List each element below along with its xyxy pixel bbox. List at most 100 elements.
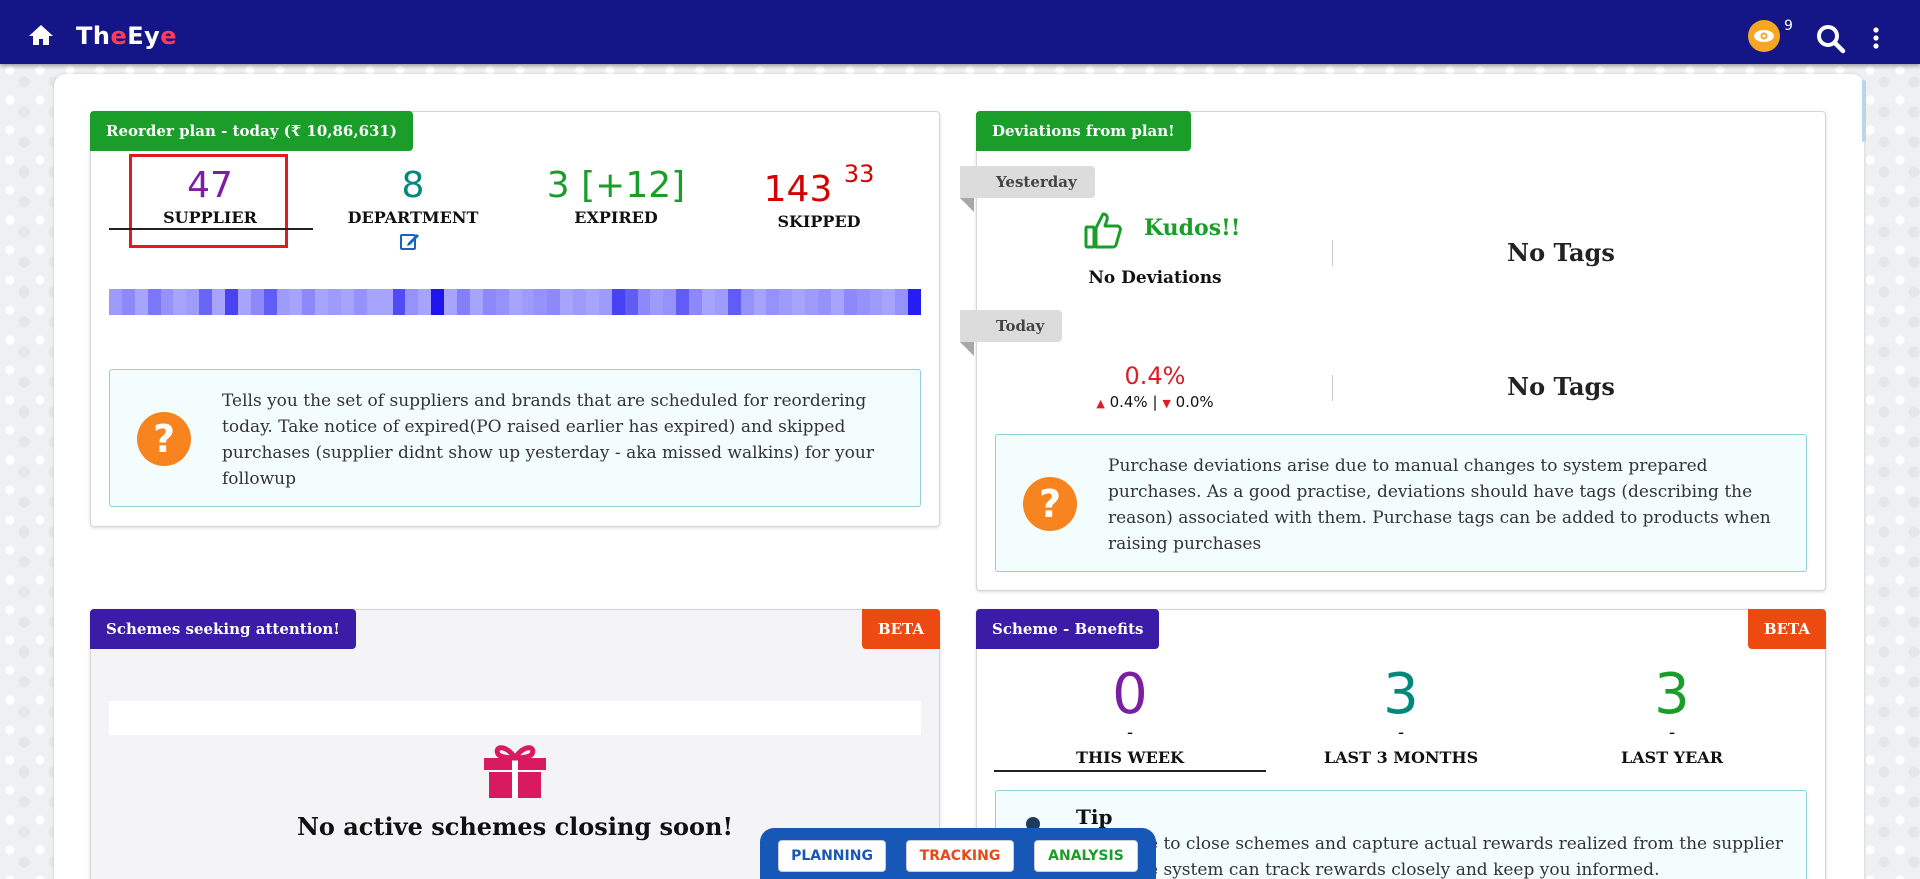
expired-stat[interactable]: 3 [+12] EXPIRED [516, 166, 716, 228]
no-tags-today[interactable]: No Tags [1507, 372, 1615, 401]
heatmap-cell[interactable] [276, 289, 290, 315]
heatmap-cell[interactable] [289, 289, 303, 315]
heatmap-cell[interactable] [482, 289, 496, 315]
heatmap-cell[interactable] [160, 289, 174, 315]
deviations-help-text: Purchase deviations arise due to manual … [1108, 456, 1771, 554]
heatmap-cell[interactable] [469, 289, 483, 315]
edit-icon[interactable] [400, 232, 420, 250]
scrollbar-thumb[interactable] [1862, 80, 1866, 142]
heatmap-cell[interactable] [225, 289, 238, 315]
department-label: DEPARTMENT [347, 208, 479, 227]
heatmap-cell[interactable] [869, 289, 883, 315]
last-3-months-dash: - [1397, 722, 1405, 743]
heatmap-cell[interactable] [895, 289, 909, 315]
heatmap-cell[interactable] [560, 289, 574, 315]
heatmap-cell[interactable] [856, 289, 870, 315]
heatmap-cell[interactable] [353, 289, 367, 315]
heatmap-cell[interactable] [701, 289, 715, 315]
heatmap-cell[interactable] [212, 289, 226, 315]
heatmap-cell[interactable] [366, 289, 380, 315]
heatmap-cell[interactable] [121, 289, 135, 315]
heatmap-cell[interactable] [792, 289, 806, 315]
heatmap-cell[interactable] [573, 289, 586, 315]
heatmap-cell[interactable] [109, 289, 122, 315]
heatmap-cell[interactable] [250, 289, 264, 315]
tracking-button[interactable]: TRACKING [906, 840, 1014, 872]
divider [1332, 240, 1333, 266]
heatmap-cell[interactable] [328, 289, 342, 315]
heatmap-cell[interactable] [650, 289, 664, 315]
no-tags-yesterday[interactable]: No Tags [1507, 238, 1615, 267]
heatmap-cell[interactable] [766, 289, 780, 315]
heatmap-cell[interactable] [147, 289, 161, 315]
home-icon[interactable] [28, 24, 54, 46]
heatmap-cell[interactable] [134, 289, 148, 315]
heatmap-cell[interactable] [237, 289, 251, 315]
skipped-stat[interactable]: 143 33 SKIPPED [719, 160, 919, 231]
heatmap-cell[interactable] [740, 289, 754, 315]
heatmap-cell[interactable] [315, 289, 329, 315]
this-week-label: THIS WEEK [1076, 748, 1184, 767]
heatmap-cell[interactable] [405, 289, 419, 315]
tip-bullet-icon [1026, 817, 1040, 831]
heatmap-cell[interactable] [843, 289, 857, 315]
last-3-months-label: LAST 3 MONTHS [1323, 748, 1479, 767]
heatmap-cell[interactable] [199, 289, 213, 315]
heatmap-cell[interactable] [882, 289, 896, 315]
heatmap-cell[interactable] [689, 289, 702, 315]
reorder-help-text: Tells you the set of suppliers and brand… [222, 391, 874, 489]
heatmap-cell[interactable] [624, 289, 638, 315]
heatmap-cell[interactable] [753, 289, 767, 315]
schemes-strip [109, 701, 921, 735]
supplier-heatmap-bar[interactable] [109, 289, 922, 315]
heatmap-cell[interactable] [379, 289, 393, 315]
heatmap-cell[interactable] [186, 289, 200, 315]
analysis-button[interactable]: ANALYSIS [1034, 840, 1138, 872]
heatmap-cell[interactable] [457, 289, 470, 315]
department-stat[interactable]: 8 DEPARTMENT [313, 166, 513, 228]
heatmap-cell[interactable] [302, 289, 316, 315]
deviations-help-box: ? Purchase deviations arise due to manua… [995, 434, 1807, 572]
heatmap-cell[interactable] [444, 289, 458, 315]
heatmap-cell[interactable] [547, 289, 561, 315]
heatmap-cell[interactable] [431, 289, 445, 315]
search-icon[interactable] [1816, 24, 1846, 54]
benefit-last-3-months[interactable]: 3 - LAST 3 MONTHS [1266, 662, 1536, 768]
benefit-last-year[interactable]: 3 - LAST YEAR [1537, 666, 1807, 768]
supplier-stat[interactable]: 47 SUPPLIER [110, 166, 310, 228]
beta-badge: BETA [861, 609, 940, 649]
heatmap-cell[interactable] [341, 289, 354, 315]
heatmap-cell[interactable] [817, 289, 831, 315]
heatmap-cell[interactable] [727, 289, 741, 315]
heatmap-cell[interactable] [534, 289, 548, 315]
yesterday-ribbon: Yesterday [960, 166, 1095, 198]
heatmap-cell[interactable] [392, 289, 406, 315]
last-year-dash: - [1668, 722, 1676, 743]
heatmap-cell[interactable] [173, 289, 187, 315]
app-logo[interactable]: TheEye [76, 22, 178, 50]
heatmap-cell[interactable] [830, 289, 844, 315]
heatmap-cell[interactable] [598, 289, 612, 315]
heatmap-cell[interactable] [611, 289, 625, 315]
heatmap-cell[interactable] [521, 289, 535, 315]
heatmap-cell[interactable] [663, 289, 677, 315]
last-3-months-value: 3 [1383, 662, 1419, 727]
benefit-this-week[interactable]: 0 - THIS WEEK [995, 666, 1265, 768]
heatmap-cell[interactable] [676, 289, 690, 315]
today-deviation-pct[interactable]: 0.4% [1124, 362, 1186, 390]
heatmap-cell[interactable] [714, 289, 728, 315]
heatmap-cell[interactable] [637, 289, 651, 315]
more-menu-icon[interactable] [1872, 27, 1880, 49]
heatmap-cell[interactable] [908, 289, 922, 315]
ribbon-fold [960, 198, 974, 212]
heatmap-cell[interactable] [508, 289, 522, 315]
planning-button[interactable]: PLANNING [778, 840, 886, 872]
deviations-title: Deviations from plan! [976, 111, 1191, 151]
heatmap-cell[interactable] [805, 289, 818, 315]
heatmap-cell[interactable] [585, 289, 599, 315]
watch-eye-icon[interactable] [1748, 20, 1780, 52]
heatmap-cell[interactable] [418, 289, 432, 315]
heatmap-cell[interactable] [263, 289, 277, 315]
heatmap-cell[interactable] [779, 289, 793, 315]
heatmap-cell[interactable] [495, 289, 509, 315]
